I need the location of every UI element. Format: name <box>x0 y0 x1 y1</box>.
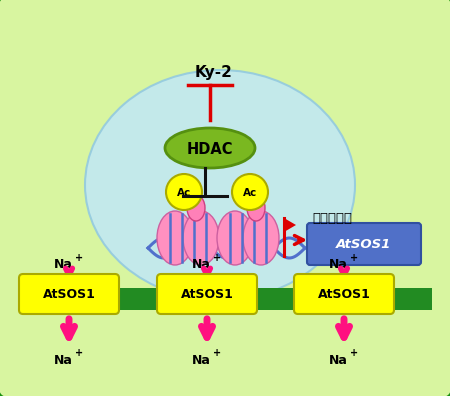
Ellipse shape <box>247 195 265 221</box>
Text: Ky-2: Ky-2 <box>195 65 233 80</box>
Text: 転写活性化: 転写活性化 <box>312 211 352 225</box>
Ellipse shape <box>165 128 255 168</box>
Polygon shape <box>284 218 296 232</box>
Ellipse shape <box>183 211 219 265</box>
FancyBboxPatch shape <box>157 274 257 314</box>
Text: Ac: Ac <box>243 188 257 198</box>
Bar <box>18 288 432 310</box>
Text: +: + <box>213 348 221 358</box>
Text: +: + <box>350 348 358 358</box>
Ellipse shape <box>217 211 253 265</box>
FancyBboxPatch shape <box>294 274 394 314</box>
Text: AtSOS1: AtSOS1 <box>336 238 392 251</box>
Text: Na: Na <box>192 259 211 272</box>
Text: AtSOS1: AtSOS1 <box>43 289 95 301</box>
Text: AtSOS1: AtSOS1 <box>318 289 370 301</box>
Text: Na: Na <box>328 354 347 367</box>
FancyBboxPatch shape <box>19 274 119 314</box>
Text: +: + <box>213 253 221 263</box>
Ellipse shape <box>243 211 279 265</box>
Ellipse shape <box>157 211 193 265</box>
Text: Na: Na <box>54 354 72 367</box>
Text: Na: Na <box>192 354 211 367</box>
Ellipse shape <box>187 195 205 221</box>
Text: AtSOS1: AtSOS1 <box>180 289 234 301</box>
Text: Na: Na <box>328 259 347 272</box>
Ellipse shape <box>85 70 355 300</box>
Text: +: + <box>75 253 83 263</box>
Circle shape <box>166 174 202 210</box>
Text: Ac: Ac <box>177 188 191 198</box>
FancyBboxPatch shape <box>307 223 421 265</box>
Text: HDAC: HDAC <box>187 141 233 156</box>
Text: Na: Na <box>54 259 72 272</box>
Text: +: + <box>75 348 83 358</box>
Text: +: + <box>350 253 358 263</box>
Circle shape <box>232 174 268 210</box>
